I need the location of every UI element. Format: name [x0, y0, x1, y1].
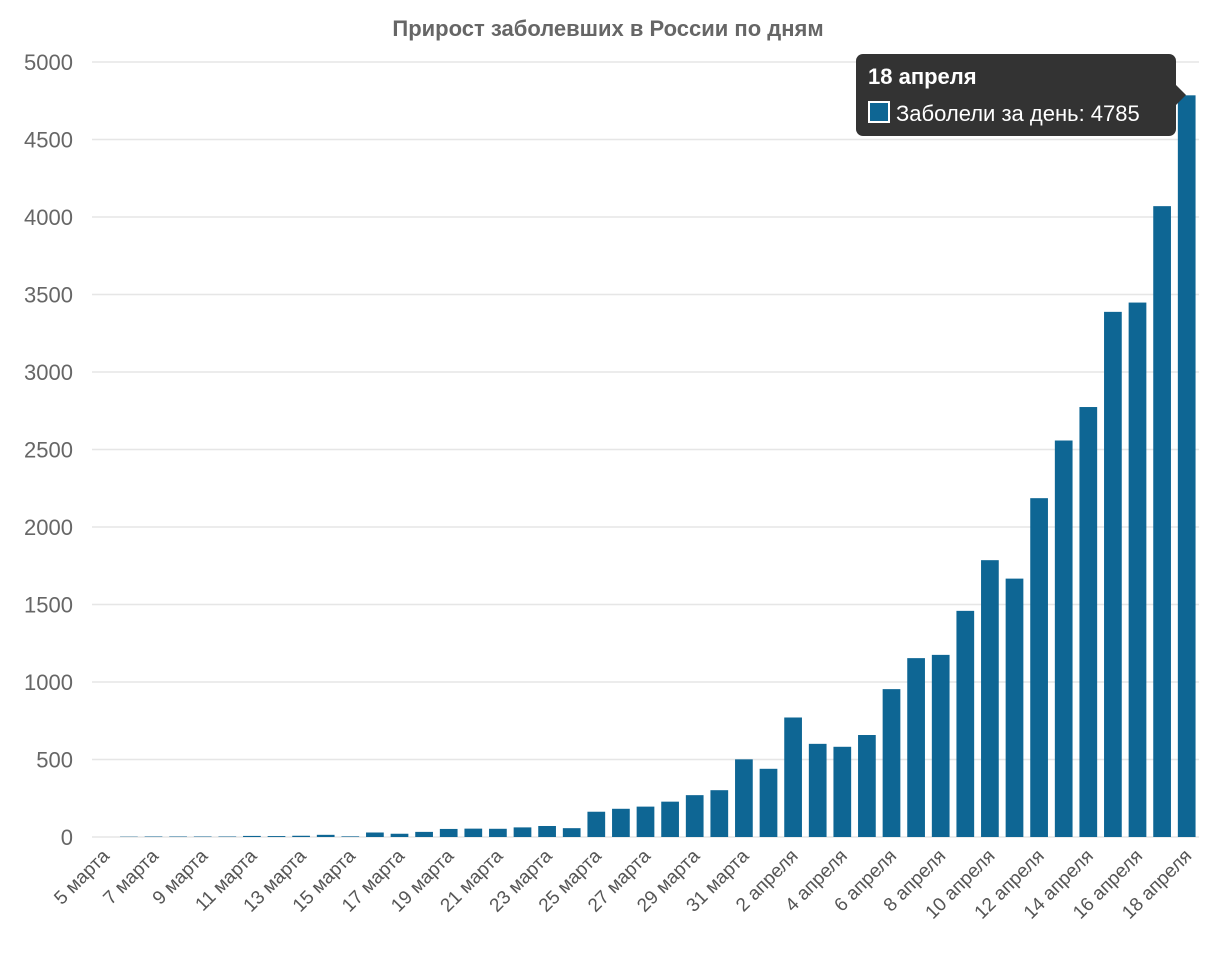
tooltip-label: Заболели за день: 4785 — [896, 101, 1140, 126]
y-tick-label: 2500 — [24, 438, 73, 463]
bar[interactable] — [513, 827, 532, 837]
bar[interactable] — [1054, 440, 1073, 837]
bar[interactable] — [981, 560, 999, 837]
bar[interactable] — [1030, 498, 1048, 837]
bar[interactable] — [931, 654, 950, 837]
bar[interactable] — [292, 835, 310, 837]
y-tick-label: 4500 — [24, 128, 73, 153]
tooltip-box — [856, 54, 1176, 136]
bar[interactable] — [415, 831, 433, 837]
bar[interactable] — [661, 801, 679, 837]
bar[interactable] — [784, 717, 802, 837]
y-tick-label: 3500 — [24, 283, 73, 308]
bar[interactable] — [808, 743, 827, 837]
tooltip-pointer — [1175, 84, 1186, 106]
y-tick-label: 2000 — [24, 515, 73, 540]
bar[interactable] — [882, 689, 901, 837]
bar[interactable] — [267, 836, 286, 837]
bars — [120, 95, 1196, 837]
bar[interactable] — [710, 790, 729, 837]
gridlines — [92, 61, 1199, 838]
tooltip: 18 апреля Заболели за день: 4785 — [856, 54, 1186, 136]
bar[interactable] — [685, 795, 704, 837]
bar[interactable] — [858, 735, 876, 837]
y-tick-label: 1500 — [24, 593, 73, 618]
bar[interactable] — [1005, 578, 1024, 837]
bar[interactable] — [1128, 302, 1147, 837]
tooltip-swatch — [868, 101, 890, 123]
bar[interactable] — [735, 759, 753, 837]
bar[interactable] — [538, 825, 556, 837]
bar[interactable] — [612, 808, 630, 837]
bar[interactable] — [439, 828, 458, 837]
bar[interactable] — [956, 610, 975, 837]
y-tick-label: 3000 — [24, 360, 73, 385]
y-tick-label: 1000 — [24, 670, 73, 695]
bar[interactable] — [759, 768, 778, 837]
y-tick-label: 0 — [61, 825, 73, 850]
tooltip-title: 18 апреля — [868, 64, 977, 89]
y-axis-ticks: 0 500 1000 1500 2000 2500 3000 3500 4000 4500 5000 — [24, 50, 73, 850]
y-tick-label: 4000 — [24, 205, 73, 230]
bar[interactable] — [464, 828, 483, 837]
y-tick-label: 500 — [36, 748, 73, 773]
bar[interactable] — [587, 811, 606, 837]
bar[interactable] — [636, 806, 655, 837]
bar[interactable] — [390, 833, 409, 837]
bar[interactable] — [341, 836, 360, 837]
bar[interactable] — [1104, 311, 1122, 837]
bar[interactable] — [562, 828, 581, 837]
bar[interactable] — [907, 658, 925, 837]
bar[interactable] — [1153, 206, 1171, 837]
chart-title: Прирост заболевших в России по дням — [392, 16, 823, 41]
bar[interactable] — [833, 746, 852, 837]
bar[interactable] — [366, 832, 384, 837]
bar[interactable] — [1177, 95, 1196, 837]
bar[interactable] — [489, 828, 507, 837]
bar[interactable] — [243, 835, 261, 837]
y-tick-label: 5000 — [24, 50, 73, 75]
bar[interactable] — [1079, 407, 1098, 837]
bar[interactable] — [316, 834, 335, 837]
